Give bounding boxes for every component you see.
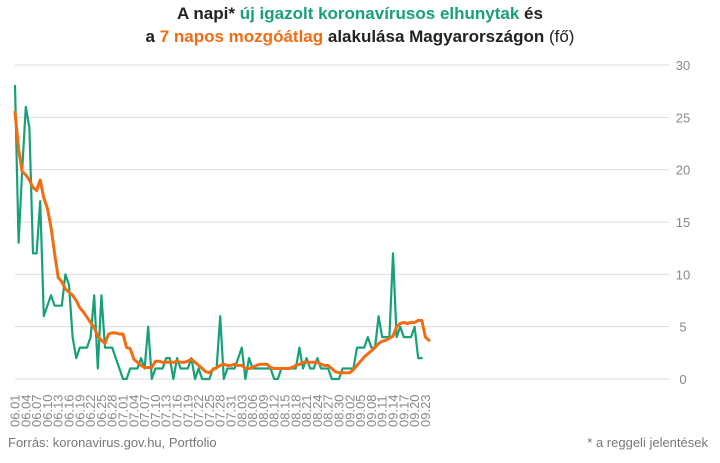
x-tick-label: 09.17 <box>396 394 411 427</box>
x-tick-label: 07.01 <box>116 394 131 427</box>
chart-title-line-2: a 7 napos mozgóátlag alakulása Magyarors… <box>0 26 720 48</box>
series-lines <box>13 84 431 381</box>
x-tick-label: 08.06 <box>245 394 260 427</box>
x-tick-label: 09.14 <box>386 394 401 427</box>
x-tick-label: 07.22 <box>191 394 206 427</box>
x-tick-label: 09.05 <box>353 394 368 427</box>
x-tick-label: 08.09 <box>256 394 271 427</box>
x-tick-label: 08.21 <box>299 394 314 427</box>
x-tick-label: 09.02 <box>342 394 357 427</box>
x-tick-label: 08.18 <box>288 394 303 427</box>
x-tick-label: 06.07 <box>29 394 44 427</box>
y-tick-label: 5 <box>679 320 686 335</box>
x-tick-label: 06.19 <box>72 394 87 427</box>
x-axis: 06.0106.0406.0706.1006.1306.1606.1906.22… <box>8 394 433 427</box>
y-tick-label: 20 <box>676 163 690 178</box>
x-tick-label: 08.27 <box>321 394 336 427</box>
x-tick-label: 06.22 <box>83 394 98 427</box>
y-tick-label: 10 <box>676 267 690 282</box>
x-tick-label: 06.16 <box>62 394 77 427</box>
x-tick-label: 07.16 <box>170 394 185 427</box>
x-tick-label: 08.24 <box>310 394 325 427</box>
x-tick-label: 07.28 <box>213 394 228 427</box>
x-tick-label: 06.13 <box>51 394 66 427</box>
chart-title-line-1: A napi* új igazolt koronavírusos elhunyt… <box>0 3 720 25</box>
footnote-text: * a reggeli jelentések <box>587 435 708 450</box>
y-tick-label: 30 <box>676 58 690 73</box>
x-tick-label: 07.31 <box>224 394 239 427</box>
title-suffix: és <box>519 4 543 23</box>
x-tick-label: 06.01 <box>8 394 23 427</box>
x-tick-label: 08.30 <box>332 394 347 427</box>
x-tick-label: 08.15 <box>278 394 293 427</box>
title-unit: (fő) <box>544 27 575 46</box>
x-tick-label: 06.04 <box>18 394 33 427</box>
x-tick-label: 08.03 <box>234 394 249 427</box>
title-prefix: A napi* <box>177 4 240 23</box>
y-tick-label: 0 <box>679 372 686 387</box>
y-axis: 0 5 10 15 20 25 30 <box>676 58 690 387</box>
y-tick-label: 25 <box>676 110 690 125</box>
x-tick-label: 06.10 <box>40 394 55 427</box>
source-text: Forrás: koronavirus.gov.hu, Portfolio <box>8 435 217 450</box>
x-tick-label: 07.25 <box>202 394 217 427</box>
title-mid: alakulása Magyarországon <box>323 27 545 46</box>
grid <box>15 64 669 380</box>
x-tick-label: 07.13 <box>159 394 174 427</box>
x-tick-label: 06.28 <box>105 394 120 427</box>
series-line-daily <box>13 84 423 381</box>
title-average-highlight: 7 napos mozgóátlag <box>159 27 324 46</box>
x-tick-label: 09.23 <box>418 394 433 427</box>
x-tick-label: 09.20 <box>407 394 422 427</box>
series-line-average <box>13 110 431 375</box>
x-tick-label: 09.11 <box>375 395 390 427</box>
x-tick-label: 09.08 <box>364 394 379 427</box>
title-prefix-2: a <box>145 27 160 46</box>
title-daily-highlight: új igazolt koronavírusos elhunytak <box>239 4 520 23</box>
x-tick-label: 07.04 <box>126 394 141 427</box>
x-tick-label: 07.19 <box>180 394 195 427</box>
x-tick-label: 08.12 <box>267 394 282 427</box>
x-tick-label: 07.10 <box>148 394 163 427</box>
y-tick-label: 15 <box>676 215 690 230</box>
x-tick-label: 07.07 <box>137 394 152 427</box>
x-tick-label: 06.25 <box>94 394 109 427</box>
